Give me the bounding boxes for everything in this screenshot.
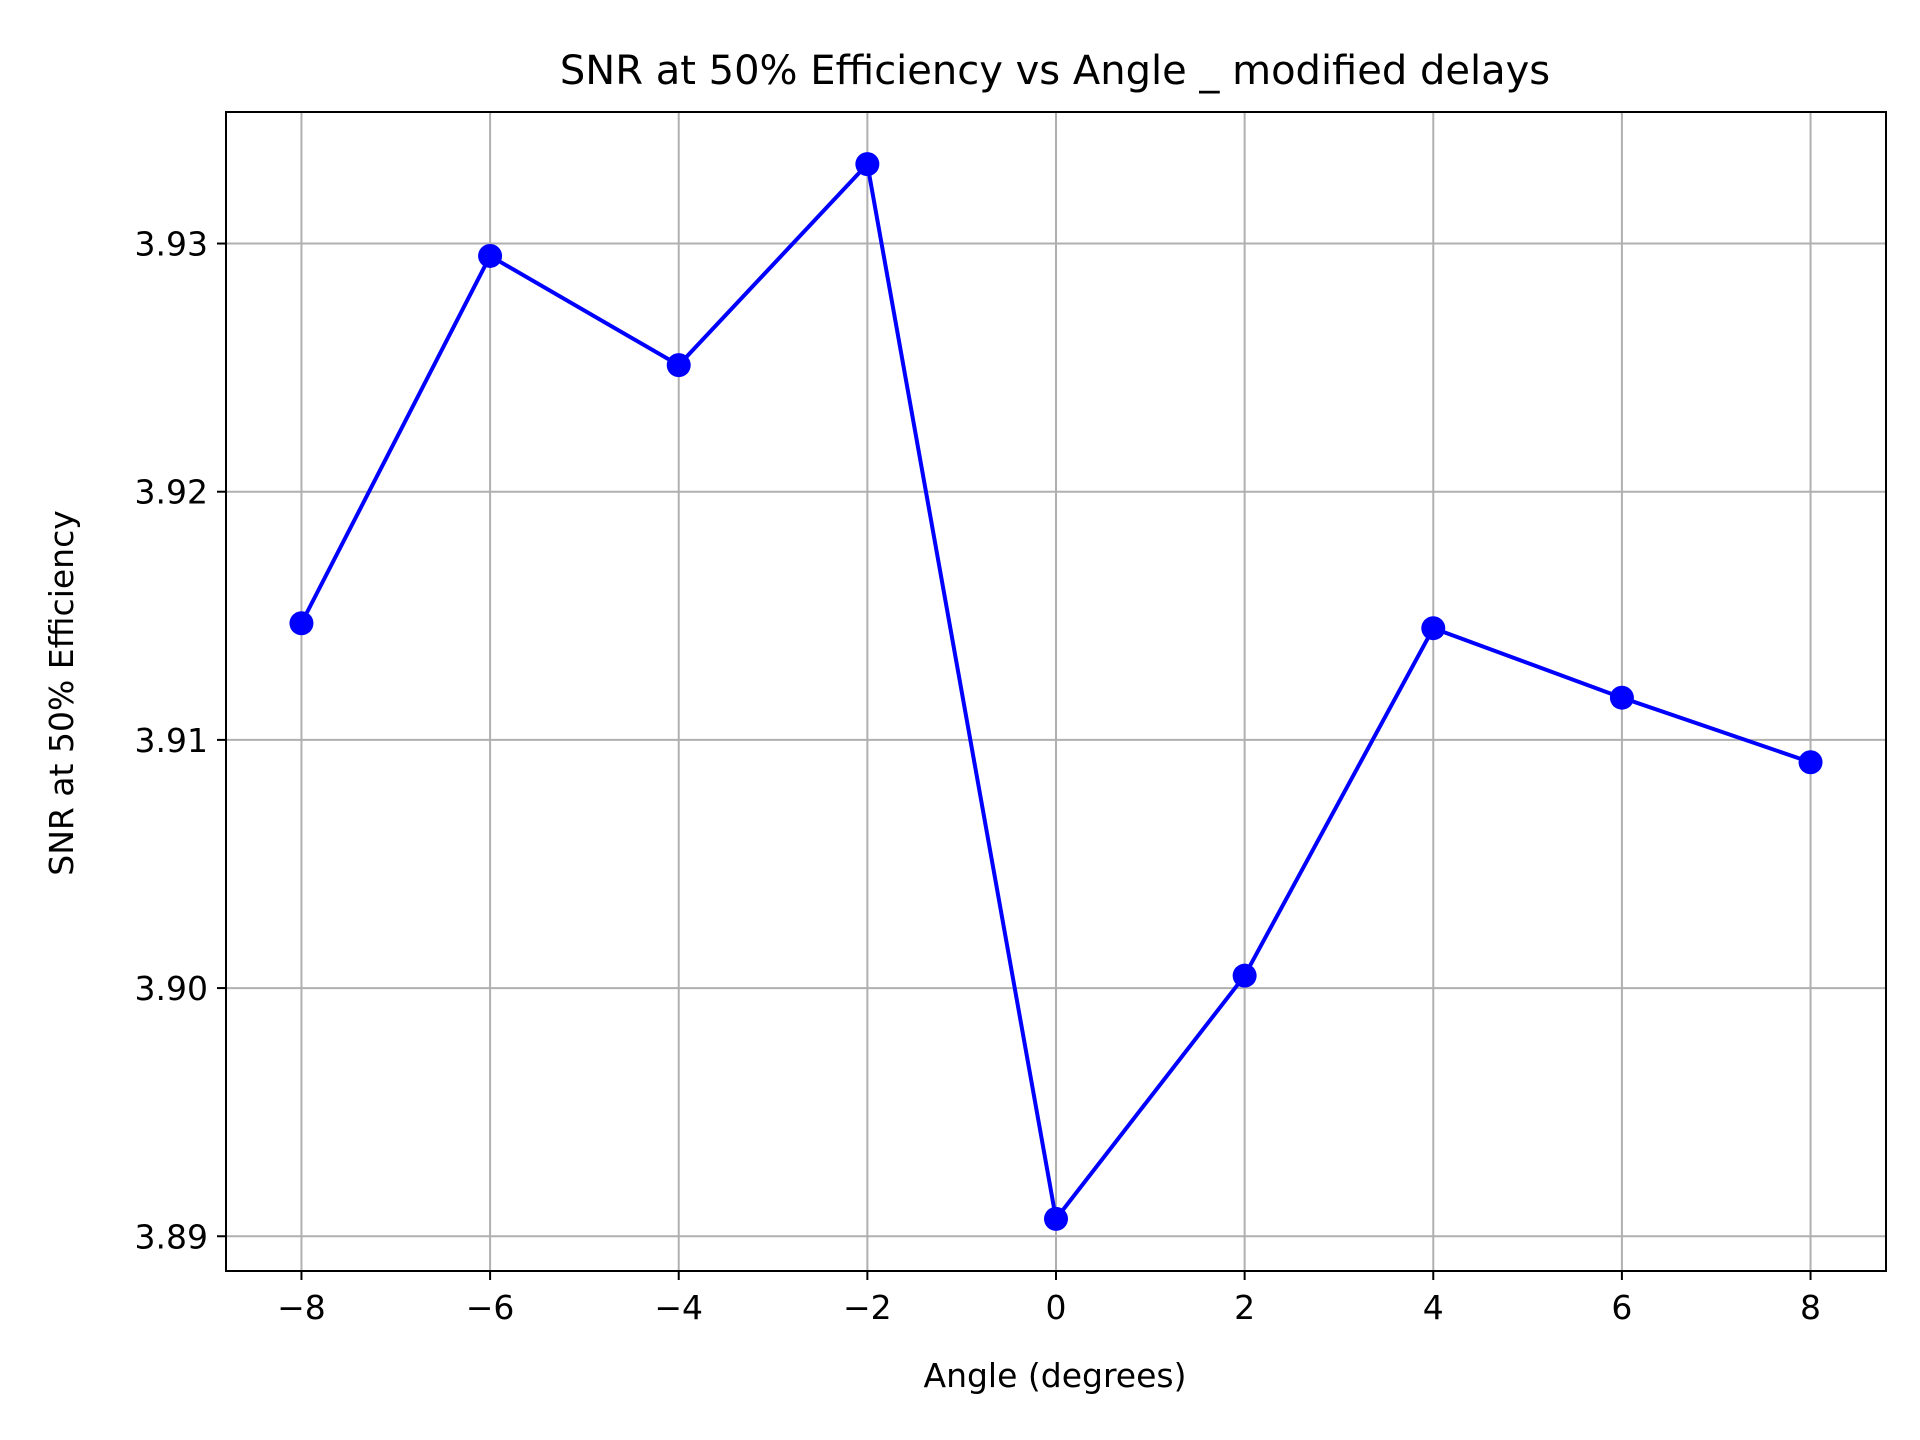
data-point [289,611,314,636]
data-point [1609,685,1634,710]
y-tick-label: 3.92 [135,473,208,512]
y-axis-title: SNR at 50% Efficiency [42,510,81,876]
chart-title: SNR at 50% Efficiency vs Angle _ modifie… [560,48,1550,94]
x-tick-label: 2 [1234,1288,1255,1327]
data-point [1232,963,1257,988]
data-point [1044,1206,1068,1231]
data-point [478,243,503,268]
x-tick-label: −8 [277,1288,326,1327]
data-point [1421,616,1446,641]
x-tick-label: 4 [1423,1288,1444,1327]
x-tick-label: −2 [843,1288,892,1327]
x-tick-label: −6 [466,1288,515,1327]
y-tick-label: 3.90 [135,969,208,1008]
data-point [855,152,880,177]
data-point [1798,750,1823,775]
grid [226,112,1886,1271]
x-tick-label: −4 [654,1288,703,1327]
y-tick-label: 3.89 [135,1217,208,1256]
y-tick-label: 3.93 [135,225,208,264]
x-tick-label: 8 [1800,1288,1821,1327]
data-point [666,353,691,378]
y-tick-label: 3.91 [135,721,208,760]
x-tick-label: 6 [1611,1288,1632,1327]
ticks: −8 −6 −4 −2 0 2 4 6 8 3.89 3.90 3.91 3.92 3.93 [135,225,1822,1327]
series-layer [289,152,1823,1231]
x-tick-label: 0 [1046,1288,1067,1327]
x-axis-title: Angle (degrees) [924,1356,1187,1395]
